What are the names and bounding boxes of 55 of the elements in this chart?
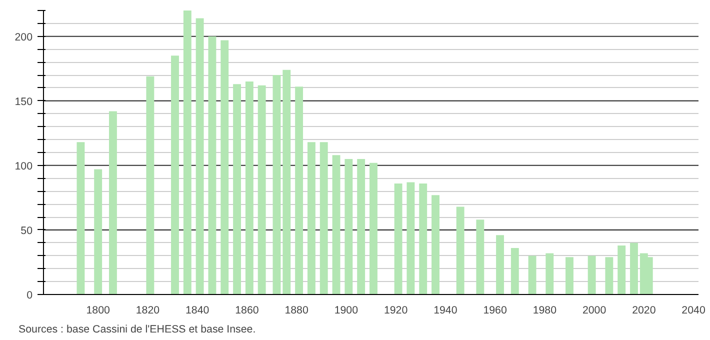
bar	[258, 85, 266, 294]
bar	[196, 18, 204, 294]
x-tick-label: 1840	[185, 304, 210, 316]
x-tick-label: 1960	[483, 304, 507, 316]
bar	[605, 257, 614, 294]
bar	[618, 245, 626, 294]
bar	[76, 142, 85, 294]
y-tick-label: 150	[14, 96, 33, 108]
bar	[233, 84, 241, 294]
y-tick-label: 50	[20, 224, 33, 237]
bar	[272, 75, 281, 294]
bar	[295, 86, 304, 294]
bar	[566, 257, 574, 294]
bar	[546, 253, 554, 294]
x-tick-label: 1820	[136, 304, 160, 316]
bar	[94, 169, 102, 294]
bar	[357, 158, 366, 294]
bar	[432, 195, 440, 294]
y-tick-label: 100	[14, 160, 33, 172]
x-tick-label: 1920	[384, 304, 408, 316]
x-tick-label: 1900	[334, 304, 358, 316]
bar	[307, 142, 316, 294]
x-tick-label: 1860	[235, 304, 259, 316]
bar	[332, 155, 340, 294]
bar	[320, 142, 328, 294]
y-tick-label: 0	[26, 290, 33, 302]
bar	[394, 183, 402, 294]
x-tick-label: 1980	[532, 304, 557, 316]
bar	[588, 256, 596, 294]
bar	[220, 40, 229, 294]
bar	[109, 111, 117, 294]
bar	[406, 182, 415, 294]
bar	[344, 158, 353, 294]
bar	[476, 220, 484, 294]
bar	[630, 242, 638, 294]
x-tick-label: 1880	[284, 304, 308, 316]
bar	[282, 70, 291, 294]
x-tick-label: 1800	[86, 304, 110, 316]
bar	[171, 56, 179, 294]
bar	[510, 248, 519, 294]
y-tick-label: 200	[14, 31, 33, 44]
source-note: Sources : base Cassini de l'EHESS et base Insee.	[18, 324, 256, 336]
bar	[370, 162, 378, 294]
x-tick-label: 2000	[582, 304, 606, 316]
x-tick-label: 2020	[632, 304, 656, 316]
bar	[528, 256, 536, 294]
x-tick-label: 2040	[682, 304, 706, 316]
bar	[245, 82, 254, 294]
bar	[456, 206, 464, 294]
x-tick-label: 1940	[434, 304, 458, 316]
bar	[496, 235, 504, 294]
bar	[146, 76, 154, 294]
bar	[208, 36, 216, 294]
bar	[419, 183, 428, 294]
bar	[183, 10, 192, 294]
